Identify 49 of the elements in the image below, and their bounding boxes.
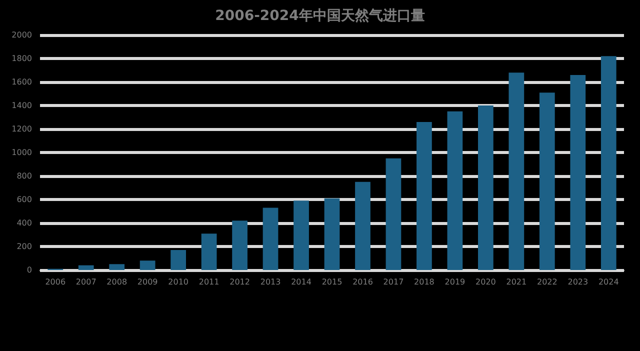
bar: [478, 106, 494, 270]
y-tick-label: 800: [16, 172, 32, 180]
bar: [386, 158, 402, 270]
bar: [232, 220, 248, 270]
x-tick-label: 2007: [76, 278, 96, 286]
bar: [201, 234, 217, 270]
y-tick-label: 1600: [12, 78, 32, 86]
x-tick-label: 2010: [168, 278, 188, 286]
bar: [170, 250, 186, 270]
x-tick-label: 2008: [106, 278, 128, 286]
bar: [508, 72, 524, 270]
bar: [262, 208, 278, 270]
x-tick-label: 2011: [198, 278, 220, 286]
bar: [416, 122, 432, 270]
chart-title: 2006-2024年中国天然气进口量: [215, 8, 425, 24]
bar: [294, 200, 309, 270]
bar: [109, 264, 125, 270]
x-tick-label: 2019: [444, 278, 466, 286]
bar: [140, 260, 156, 270]
bar: [600, 56, 616, 270]
bar: [570, 74, 586, 270]
bar: [324, 198, 340, 270]
x-tick-label: 2016: [352, 278, 373, 286]
bar: [539, 92, 555, 270]
x-tick-label: 2012: [230, 278, 250, 286]
bar: [447, 111, 463, 270]
x-tick-label: 2020: [476, 278, 496, 286]
x-tick-label: 2006: [45, 278, 66, 286]
x-tick-label: 2013: [260, 278, 281, 286]
y-tick-label: 1400: [12, 101, 32, 110]
y-tick-label: 1000: [12, 148, 32, 157]
x-tick-label: 2015: [322, 278, 342, 286]
x-tick-label: 2023: [568, 278, 588, 286]
bar: [355, 182, 370, 270]
x-tick-label: 2018: [414, 278, 434, 286]
x-tick-label: 2022: [536, 278, 558, 286]
x-tick-label: 2009: [137, 278, 158, 286]
y-tick-label: 2000: [12, 30, 32, 40]
y-tick-label: 1200: [12, 124, 32, 134]
bar: [78, 265, 94, 270]
x-tick-label: 2024: [598, 278, 619, 286]
y-tick-label: 200: [16, 242, 32, 251]
y-tick-label: 0: [26, 266, 32, 274]
y-tick-label: 600: [16, 195, 32, 204]
x-tick-label: 2017: [383, 278, 404, 286]
x-tick-label: 2014: [291, 278, 312, 286]
x-tick-label: 2021: [506, 278, 527, 286]
y-tick-label: 1800: [12, 54, 32, 63]
y-tick-label: 400: [16, 218, 32, 228]
